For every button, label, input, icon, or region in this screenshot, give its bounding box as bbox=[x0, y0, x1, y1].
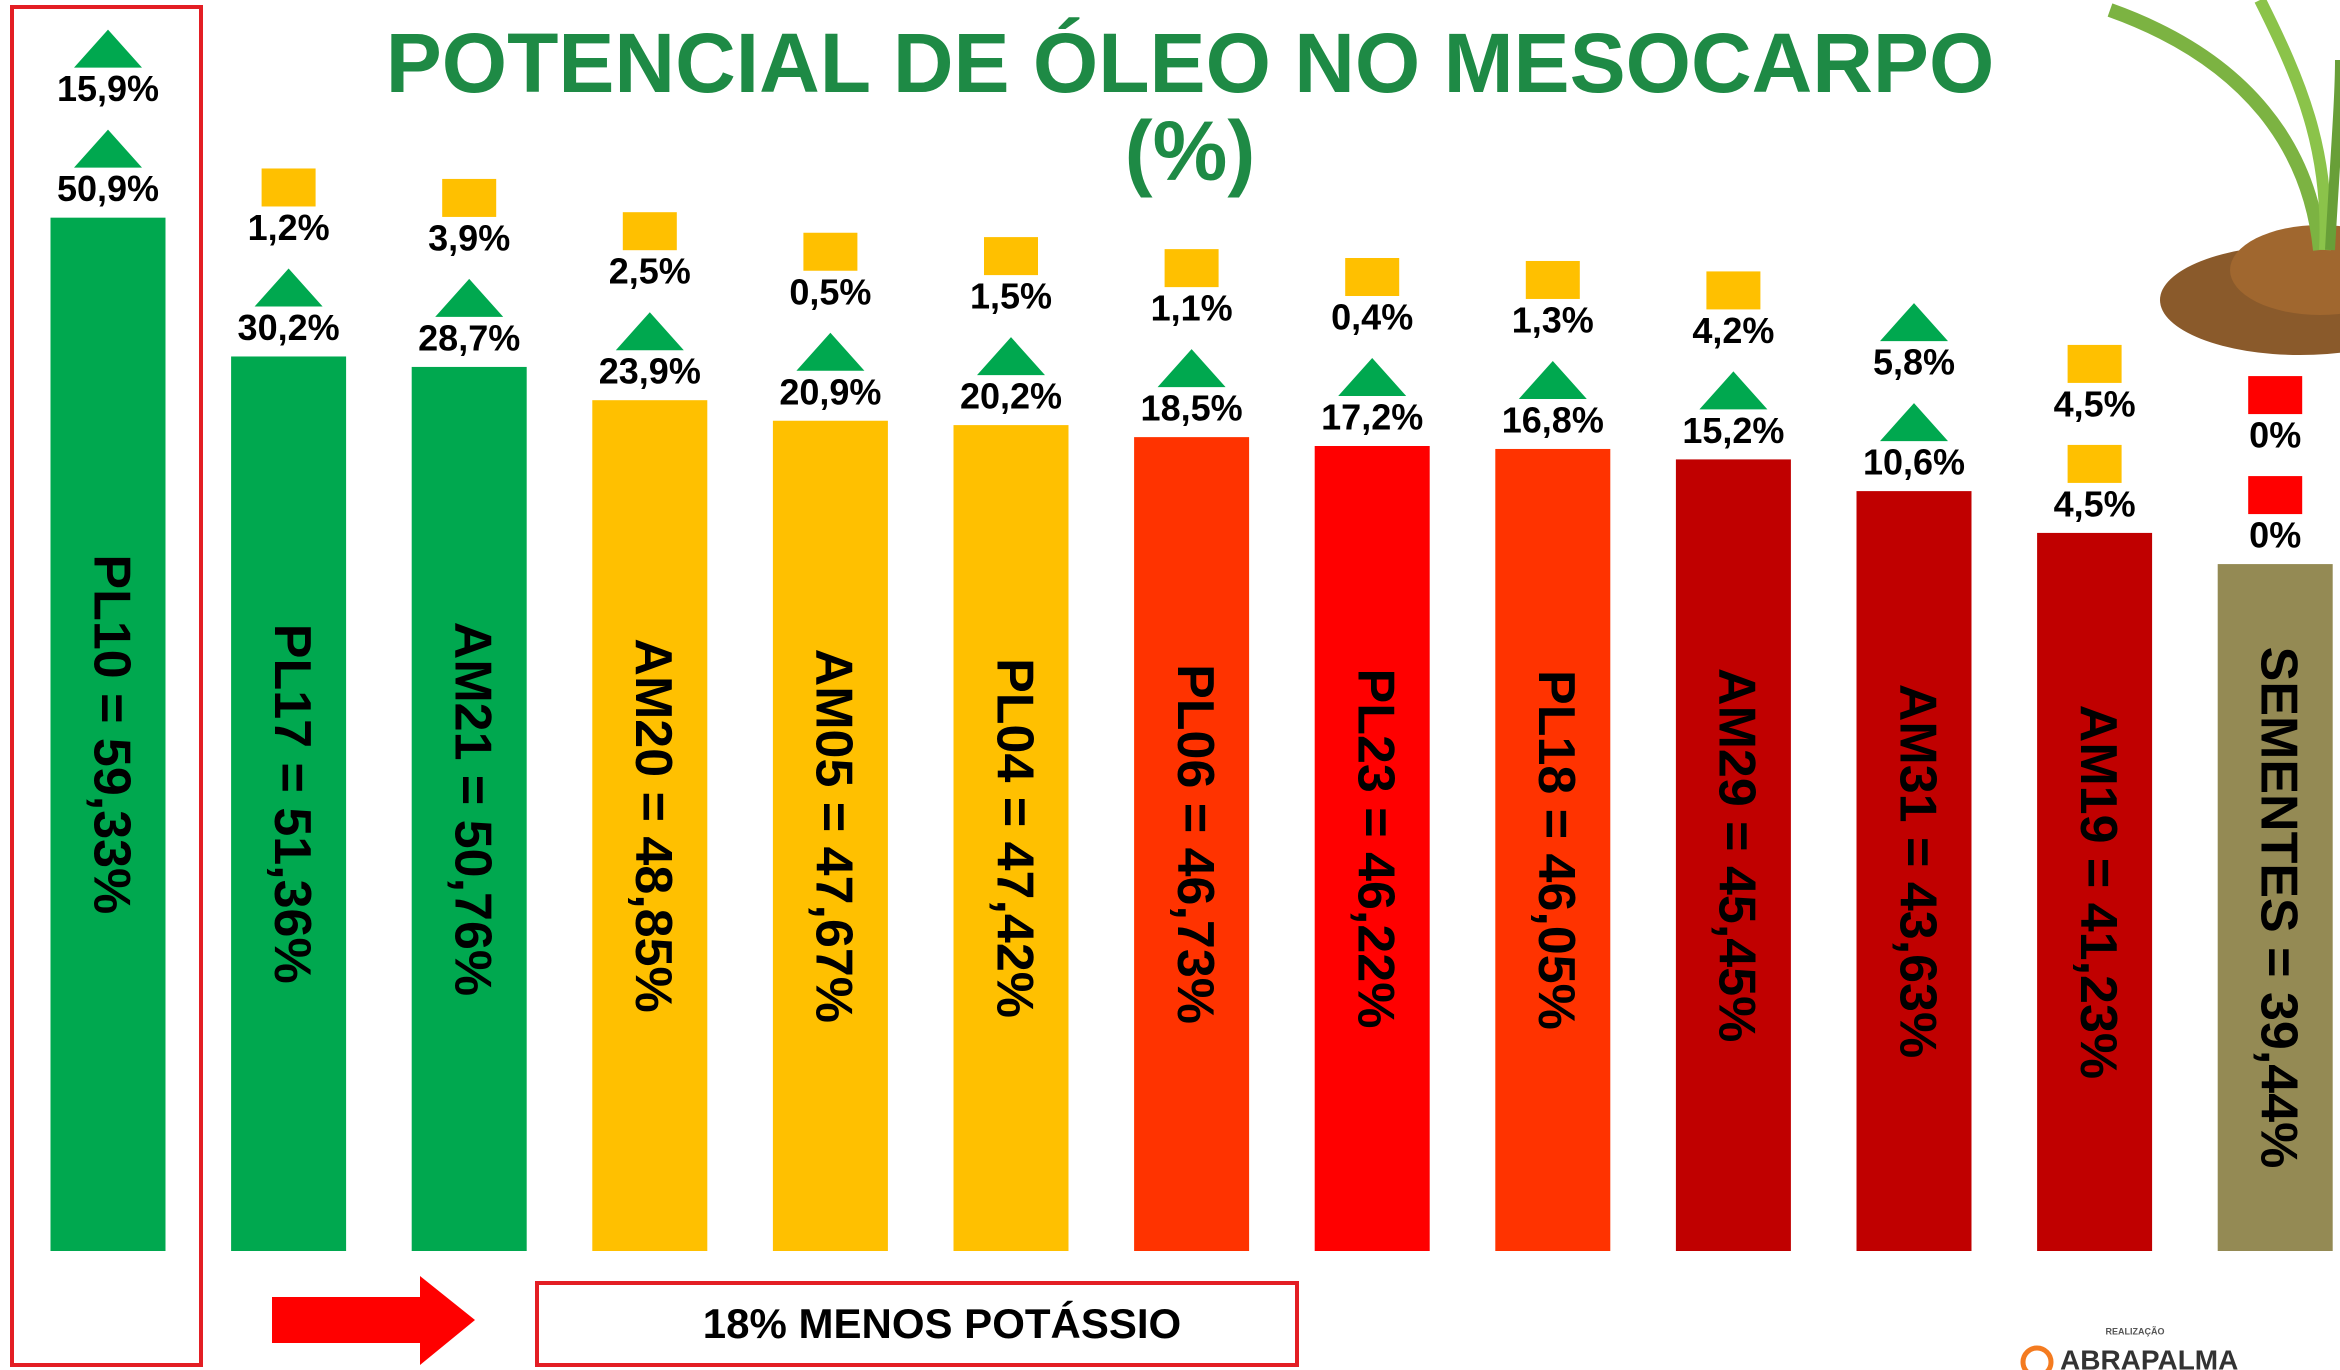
bar-label: AM05 = 47,67% bbox=[805, 649, 863, 1023]
marker-square bbox=[803, 232, 858, 271]
marker-square bbox=[1164, 249, 1219, 288]
marker-label: 15,2% bbox=[1682, 410, 1784, 451]
bar bbox=[231, 356, 347, 1252]
marker-square bbox=[622, 212, 677, 251]
bar bbox=[772, 420, 888, 1251]
marker-label: 4,5% bbox=[2054, 483, 2136, 524]
marker-label: 2,5% bbox=[609, 251, 691, 292]
marker-label: 17,2% bbox=[1321, 397, 1423, 438]
chart-title: POTENCIAL DE ÓLEO NO MESOCARPO bbox=[386, 16, 1995, 110]
marker-label: 0,4% bbox=[1331, 297, 1413, 338]
marker-square bbox=[2067, 344, 2122, 383]
marker-square bbox=[2248, 376, 2303, 415]
bar-label: AM29 = 45,45% bbox=[1708, 668, 1766, 1042]
bar bbox=[50, 217, 166, 1251]
marker-triangle bbox=[1880, 303, 1948, 342]
bar bbox=[1856, 491, 1972, 1251]
bar bbox=[592, 400, 708, 1252]
bar bbox=[2217, 564, 2333, 1251]
marker-label: 0% bbox=[2249, 515, 2301, 556]
marker-label: 4,2% bbox=[1692, 310, 1774, 351]
marker-triangle bbox=[254, 268, 323, 307]
bar-label: AM20 = 48,85% bbox=[624, 638, 682, 1012]
marker-triangle bbox=[74, 29, 142, 68]
marker-label: 3,9% bbox=[428, 217, 510, 258]
bar-label: PL04 = 47,42% bbox=[985, 658, 1043, 1018]
bar-label: AM19 = 41,23% bbox=[2069, 705, 2127, 1079]
bar-label: PL23 = 46,22% bbox=[1346, 669, 1404, 1029]
marker-triangle bbox=[1157, 349, 1226, 388]
logo: ABRAPALMA bbox=[2060, 1344, 2238, 1370]
arrow bbox=[272, 1276, 475, 1365]
marker-label: 20,2% bbox=[960, 376, 1062, 417]
note: 18% MENOS POTÁSSIO bbox=[703, 1300, 1181, 1347]
marker-square bbox=[1706, 271, 1761, 310]
marker-square bbox=[261, 168, 316, 207]
logo-caption: REALIZAÇÃO bbox=[2106, 1326, 2165, 1336]
bar-label: PL10 = 59,33% bbox=[82, 554, 140, 914]
logo-icon bbox=[2020, 1345, 2054, 1370]
bar-label: SEMENTES = 39,44% bbox=[2249, 647, 2307, 1169]
bar bbox=[953, 425, 1069, 1251]
marker-label: 28,7% bbox=[418, 317, 520, 358]
marker-triangle bbox=[615, 312, 684, 351]
marker-triangle bbox=[435, 278, 504, 317]
bar-label: AM21 = 50,76% bbox=[443, 622, 501, 996]
marker-triangle bbox=[1880, 403, 1948, 442]
marker-square bbox=[442, 178, 497, 217]
chart-title: (%) bbox=[1125, 104, 1256, 198]
marker-label: 20,9% bbox=[779, 371, 881, 412]
marker-label: 0,5% bbox=[789, 271, 871, 312]
marker-square bbox=[1345, 258, 1400, 297]
marker-square bbox=[2067, 444, 2122, 483]
bar bbox=[1314, 446, 1430, 1251]
marker-label: 1,1% bbox=[1151, 288, 1233, 329]
marker-triangle bbox=[1699, 371, 1768, 410]
marker-label: 4,5% bbox=[2054, 383, 2136, 424]
bar-label: PL17 = 51,36% bbox=[263, 624, 321, 984]
bar bbox=[1134, 437, 1250, 1252]
marker-triangle bbox=[1338, 358, 1407, 397]
marker-label: 10,6% bbox=[1863, 442, 1965, 483]
highlight-frame bbox=[10, 5, 203, 1367]
bar bbox=[1495, 448, 1611, 1251]
bar-label: PL18 = 46,05% bbox=[1527, 670, 1585, 1030]
bar-label: PL06 = 46,73% bbox=[1166, 664, 1224, 1024]
marker-label: 18,5% bbox=[1141, 388, 1243, 429]
marker-label: 1,3% bbox=[1512, 299, 1594, 340]
marker-label: 1,5% bbox=[970, 276, 1052, 317]
marker-square bbox=[984, 237, 1038, 276]
marker-label: 15,9% bbox=[57, 68, 159, 109]
marker-label: 5,8% bbox=[1873, 342, 1955, 383]
bar bbox=[411, 366, 527, 1251]
marker-triangle bbox=[796, 332, 865, 371]
marker-label: 1,2% bbox=[248, 207, 330, 248]
note-box bbox=[535, 1281, 1299, 1367]
marker-square bbox=[1525, 260, 1580, 299]
bar bbox=[2037, 532, 2153, 1251]
marker-label: 50,9% bbox=[57, 168, 159, 209]
plant-decoration bbox=[2107, 0, 2340, 355]
marker-label: 0% bbox=[2249, 415, 2301, 456]
marker-label: 23,9% bbox=[599, 351, 701, 392]
marker-label: 16,8% bbox=[1502, 399, 1604, 440]
marker-label: 30,2% bbox=[238, 307, 340, 348]
bar-label: AM31 = 43,63% bbox=[1888, 684, 1946, 1058]
marker-triangle bbox=[977, 337, 1045, 376]
bar bbox=[1675, 459, 1791, 1252]
marker-square bbox=[2248, 476, 2303, 515]
marker-triangle bbox=[74, 129, 142, 168]
marker-triangle bbox=[1518, 360, 1587, 399]
